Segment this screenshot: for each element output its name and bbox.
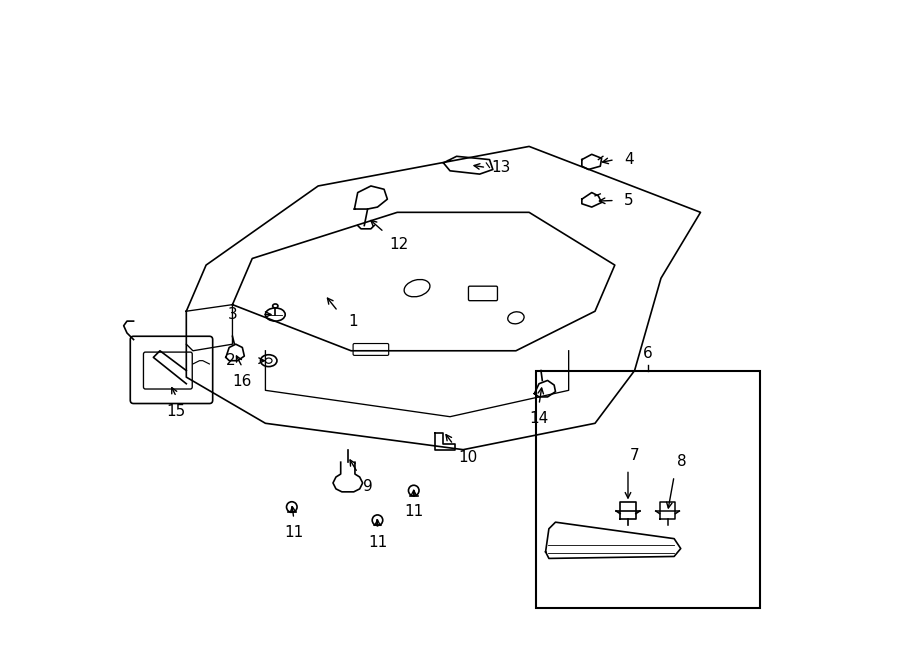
Text: 12: 12 (390, 237, 409, 252)
Text: 6: 6 (643, 346, 652, 361)
Text: 10: 10 (458, 449, 477, 465)
Text: 7: 7 (630, 448, 640, 463)
Text: 16: 16 (233, 374, 252, 389)
Text: 5: 5 (624, 193, 633, 208)
Text: 3: 3 (228, 307, 238, 322)
Text: 9: 9 (363, 479, 373, 495)
Text: 11: 11 (368, 536, 387, 550)
Text: 15: 15 (166, 404, 186, 418)
Text: 13: 13 (491, 160, 510, 175)
Text: 8: 8 (678, 454, 687, 469)
Text: 1: 1 (347, 314, 357, 328)
Text: 11: 11 (404, 504, 423, 519)
Bar (536, 371, 760, 608)
Text: 14: 14 (529, 411, 549, 426)
Text: 11: 11 (284, 526, 303, 540)
Text: 4: 4 (625, 152, 634, 167)
Text: 2: 2 (226, 353, 236, 368)
